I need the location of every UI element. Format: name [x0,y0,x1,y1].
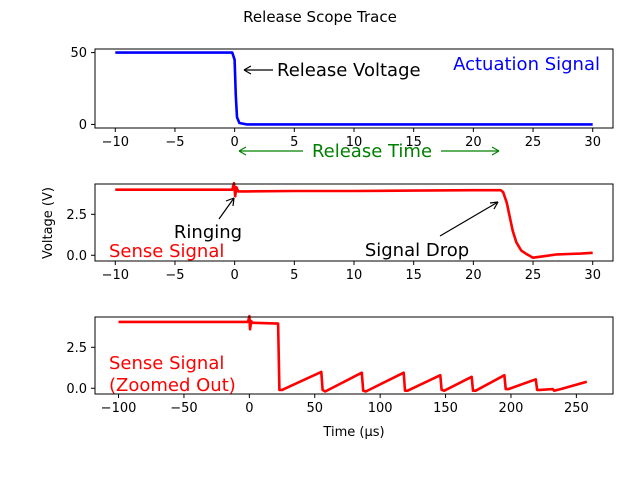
ringing-arrow-head [225,197,235,207]
sense-panel-series-line-0 [115,181,593,260]
actuation-panel-x-tick-label-5: 15 [405,135,422,150]
sense-zoomed-panel: −100 −50 0 50 100 150 200 250 0.0 2.5 Time (μs) S… [66,314,614,440]
release-time-arrow-left-head [238,146,247,156]
actuation-panel-x-tick-label-8: 30 [584,135,601,150]
actuation-panel-x-tick-label-1: −5 [165,135,184,150]
sense-panel-y-tick-label-0: 0.0 [66,249,87,264]
sense-zoomed-panel-series-line-0 [118,314,588,393]
signal-drop-arrow-head [489,201,499,210]
sense-panel-x-tick-label-0: −10 [102,268,129,283]
sense-zoomed-panel-x-tick-label-6: 200 [499,401,524,416]
y-axis-label: Voltage (V) [41,187,56,259]
sense-zoomed-panel-y-tick-label-1: 2.5 [66,341,87,356]
signal-drop-arrow-line [439,201,499,237]
release-voltage-label: Release Voltage [277,60,421,81]
release-voltage-arrow-head [243,65,252,75]
ringing-arrow-line [218,197,235,220]
actuation-panel-x-tick-label-4: 10 [346,135,363,150]
signal-drop-label: Signal Drop [365,240,469,261]
sense-panel-x-tick-label-4: 10 [346,268,363,283]
sense-zoomed-panel-x-tick-label-4: 100 [368,401,393,416]
sense-panel-y-tick-label-1: 2.5 [66,208,87,223]
release-time-arrow-right-head [491,146,500,156]
actuation-panel-x-tick-label-2: 0 [231,135,239,150]
sense-panel-x-tick-label-7: 25 [525,268,542,283]
sense-panel-x-tick-label-6: 20 [465,268,482,283]
sense-zoomed-label-line-1: Sense Signal [109,353,224,374]
release-time-label: Release Time [312,141,432,162]
actuation-panel-series-line-0 [115,51,593,126]
sense-signal-label: Sense Signal [109,241,224,262]
ringing-label: Ringing [174,222,242,243]
sense-zoomed-panel-x-tick-label-0: −100 [101,401,137,416]
sense-zoomed-panel-x-tick-label-1: −50 [170,401,197,416]
sense-panel-x-tick-label-8: 30 [584,268,601,283]
sense-zoomed-panel-frame [94,316,614,395]
sense-panel-x-tick-label-2: 0 [231,268,239,283]
sense-zoomed-panel-x-tick-label-2: 0 [245,401,253,416]
sense-panel: −10 −5 0 5 10 15 20 25 30 0.0 2.5 Voltage (V) Sens… [41,181,614,283]
sense-zoomed-panel-x-tick-label-3: 50 [306,401,323,416]
sense-panel-x-tick-label-1: −5 [165,268,184,283]
sense-zoomed-panel-x-tick-label-7: 250 [564,401,589,416]
sense-zoomed-panel-y-tick-label-0: 0.0 [66,382,87,397]
figure-title: Release Scope Trace [243,8,397,26]
actuation-panel-y-tick-label-1: 50 [70,46,87,61]
actuation-panel-y-tick-label-0: 0 [79,118,87,133]
release-time-annotation: Release Time [238,141,500,162]
actuation-panel-x-tick-label-6: 20 [465,135,482,150]
actuation-panel: −10 −5 0 5 10 15 20 25 30 0 50 Actuation Signal Re… [70,46,614,150]
actuation-signal-label: Actuation Signal [453,54,600,75]
sense-panel-x-tick-label-3: 5 [290,268,298,283]
actuation-panel-x-tick-label-7: 25 [525,135,542,150]
x-axis-label: Time (μs) [322,425,384,440]
actuation-panel-x-tick-label-0: −10 [102,135,129,150]
actuation-panel-x-tick-label-3: 5 [290,135,298,150]
sense-zoomed-panel-x-tick-label-5: 150 [433,401,458,416]
sense-panel-x-tick-label-5: 15 [405,268,422,283]
sense-zoomed-label-line-2: (Zoomed Out) [109,375,236,396]
